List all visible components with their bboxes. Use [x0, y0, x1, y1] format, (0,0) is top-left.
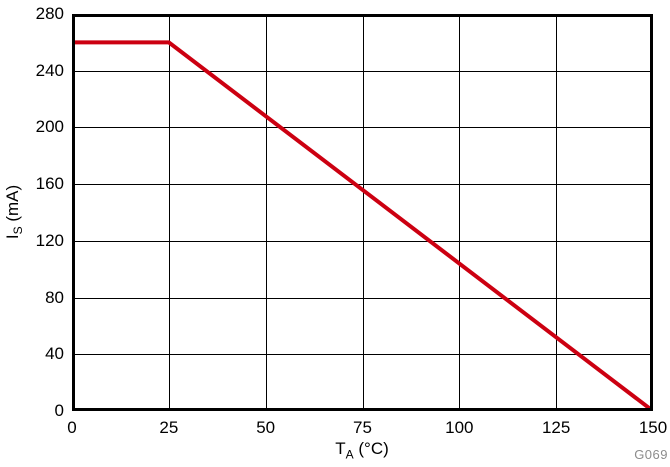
y-axis-label-symbol: I: [2, 234, 22, 240]
series-line: [72, 40, 653, 411]
y-axis-label-unit: (mA): [2, 184, 22, 227]
x-tick-label: 0: [67, 418, 77, 437]
x-tick-label: 25: [159, 418, 179, 437]
y-tick-label: 0: [54, 401, 64, 420]
x-tick-label: 150: [638, 418, 668, 437]
y-tick-label: 160: [35, 174, 64, 194]
y-tick-label: 200: [35, 117, 64, 137]
plot-svg: [72, 14, 653, 411]
plot-area: [72, 14, 653, 411]
x-tick-label: 75: [353, 418, 372, 437]
x-axis-label-subscript: A: [345, 447, 354, 462]
y-tick-label: 120: [35, 230, 64, 250]
y-tick-label: 80: [45, 287, 64, 307]
y-tick-label: 280: [35, 4, 64, 23]
y-axis-label-subscript: S: [11, 226, 26, 235]
x-tick-label: 100: [445, 418, 474, 437]
x-axis-label: TA (°C): [335, 439, 389, 461]
y-axis-label: IS (mA): [3, 185, 25, 239]
x-axis-label-symbol: T: [335, 439, 346, 458]
x-tick-label: 125: [541, 418, 571, 437]
x-tick-label: 50: [256, 418, 276, 437]
figure-code: G069: [634, 447, 668, 462]
y-tick-label: 40: [45, 344, 64, 364]
x-axis-label-unit: (°C): [353, 439, 389, 458]
y-tick-label: 240: [35, 60, 64, 80]
